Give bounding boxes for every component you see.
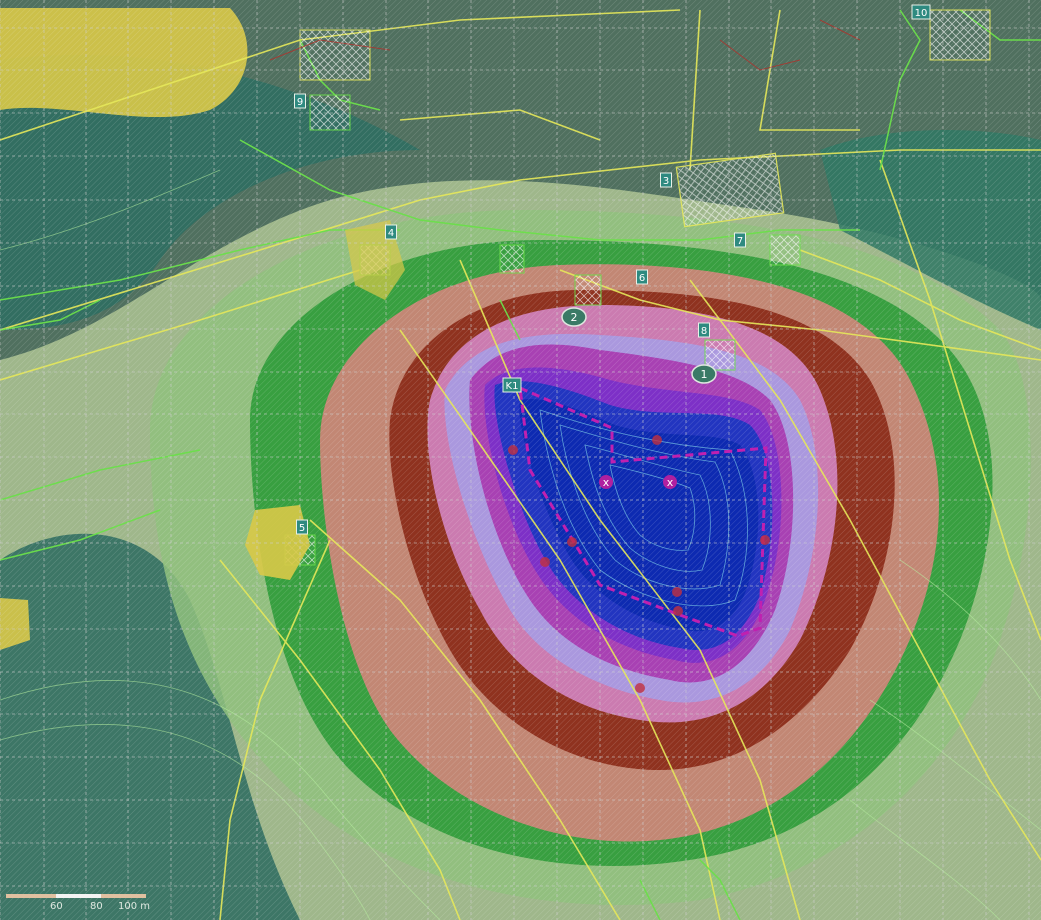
receptor-label[interactable]: 3 [660, 172, 672, 188]
receptor-label-text: 9 [297, 97, 303, 108]
x-marker: x [663, 475, 677, 489]
scale-bar: 60 80 100 m [6, 888, 156, 916]
receptor-label-text: 5 [299, 523, 305, 534]
receptor-label-text: 3 [663, 176, 669, 187]
receptor-label-text: 4 [388, 228, 394, 239]
outer-contours [0, 169, 1041, 920]
source-point[interactable]: 2 [561, 307, 587, 327]
pit-outline [518, 385, 768, 638]
receptor-label[interactable]: K1 [502, 377, 522, 393]
x-marker-label: x [667, 476, 674, 489]
boundary-red [269, 19, 861, 71]
source-points: 12 [561, 307, 717, 384]
buildings [245, 9, 991, 580]
receptor-label[interactable]: 9 [294, 93, 306, 109]
receptor-label-text: 10 [915, 8, 928, 19]
scale-tick-100: 100 m [118, 901, 151, 912]
receptor-label-text: K1 [506, 381, 519, 392]
red-dots [508, 435, 770, 693]
receptor-label-text: 7 [737, 236, 743, 247]
receptor-label[interactable]: 7 [734, 232, 746, 248]
source-point-label: 2 [571, 311, 578, 324]
scale-tick-80: 80 [90, 901, 103, 912]
parcel-outlines [0, 9, 1041, 920]
receptor-label[interactable]: 10 [911, 4, 931, 20]
receptor-label[interactable]: 6 [636, 269, 648, 285]
x-marker: x [599, 475, 613, 489]
receptor-label-text: 6 [639, 273, 645, 284]
source-point[interactable]: 1 [691, 364, 717, 384]
scale-tick-60: 60 [50, 901, 63, 912]
scale-bar-segment [56, 894, 101, 898]
x-marker-label: x [603, 476, 610, 489]
receptor-label[interactable]: 4 [385, 224, 397, 240]
contour-lines [539, 409, 748, 607]
receptor-label-text: 8 [701, 326, 707, 337]
source-point-label: 1 [701, 368, 708, 381]
receptor-label[interactable]: 5 [296, 519, 308, 535]
receptor-label[interactable]: 8 [698, 322, 710, 338]
receptor-labels: K1 3 4 5 6 7 8 9 10 [294, 4, 931, 535]
